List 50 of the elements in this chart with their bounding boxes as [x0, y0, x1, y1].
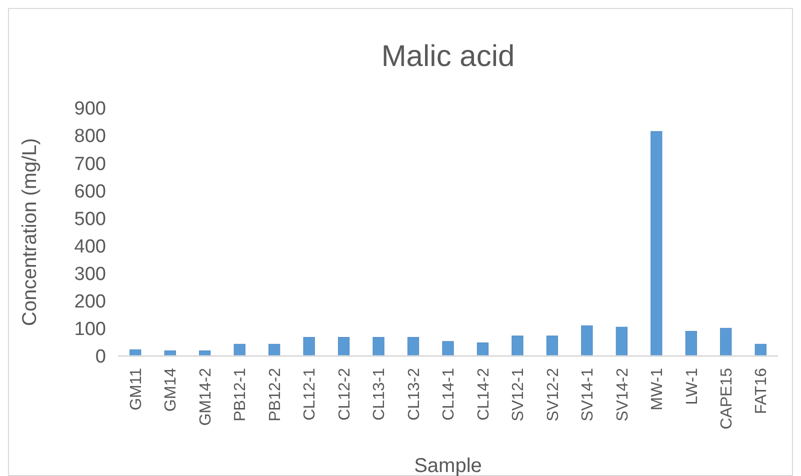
x-tick-label: LW-1: [684, 368, 701, 405]
x-tick-label: GM11: [128, 368, 145, 410]
bar: [650, 131, 662, 356]
bar: [164, 350, 176, 356]
bar: [268, 344, 280, 356]
x-tick-label: PB12-1: [232, 368, 250, 422]
x-tick-label: SV14-1: [580, 368, 597, 422]
y-tick-label: 500: [74, 208, 106, 230]
y-tick-label: 900: [74, 98, 106, 120]
x-tick-label: GM14-2: [197, 368, 214, 426]
x-tick-label: SV12-1: [510, 368, 528, 422]
bar: [372, 337, 384, 356]
x-tick-label: CAPE15: [718, 368, 736, 430]
x-axis-title: Sample: [414, 455, 482, 476]
x-tick-label: FAT16: [753, 368, 770, 414]
bar: [754, 344, 766, 356]
bar: [581, 325, 593, 356]
y-tick-label: 200: [74, 292, 106, 313]
y-tick-label: 800: [74, 126, 106, 148]
chart-title: Malic acid: [381, 40, 515, 73]
bar: [234, 344, 246, 356]
bar: [338, 337, 350, 356]
y-axis-title: Concentration (mg/L): [19, 138, 41, 326]
x-tick-label: CL13-2: [406, 368, 423, 420]
y-tick-label: 300: [74, 264, 106, 285]
x-tick-label: MW-1: [649, 368, 666, 410]
bar: [442, 341, 454, 356]
x-tick-label: GM14: [162, 368, 180, 412]
bar: [720, 328, 732, 356]
x-tick-label: SV14-2: [614, 368, 632, 422]
bar: [685, 330, 697, 356]
bar: [512, 336, 524, 356]
x-tick-label: CL13-1: [371, 368, 388, 420]
x-tick-label: CL14-1: [440, 368, 458, 420]
y-tick-label: 600: [74, 181, 106, 202]
x-tick-label: CL14-2: [475, 368, 492, 420]
x-tick-label: SV12-2: [544, 368, 562, 422]
y-tick-label: 100: [74, 319, 106, 340]
x-tick-label: CL12-2: [336, 368, 354, 420]
y-tick-label: 400: [74, 236, 106, 258]
bar: [130, 349, 142, 356]
bar: [476, 342, 489, 356]
bar: [616, 326, 628, 356]
bar: [303, 337, 315, 356]
x-tick-label: CL12-1: [302, 368, 319, 420]
bar: [546, 336, 558, 356]
y-tick-label: 700: [74, 154, 106, 175]
y-tick-label: 0: [95, 346, 106, 368]
x-tick-label: PB12-2: [266, 368, 284, 422]
bar: [407, 337, 420, 356]
